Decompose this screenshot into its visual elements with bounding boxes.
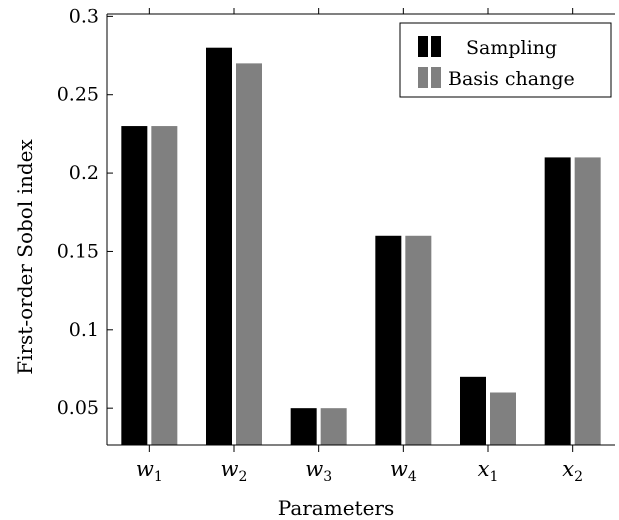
- bar-basis-change-w1: [151, 126, 178, 445]
- legend-label-sampling: Sampling: [466, 37, 557, 59]
- bar-sampling-w2: [206, 47, 232, 446]
- bar-basis-change-w4: [405, 235, 432, 445]
- x-tick-label-w3: w3: [305, 457, 332, 485]
- bar-sampling-w1: [121, 126, 148, 445]
- legend-swatch-sampling-b: [431, 36, 441, 57]
- y-tick-label: 0.2: [69, 162, 99, 184]
- x-tick-label-w2: w2: [221, 457, 248, 485]
- legend-swatch-basis-change: [418, 67, 428, 88]
- x-tick-label-w1: w1: [136, 457, 163, 485]
- bars-layer: [121, 47, 601, 446]
- x-axis-title: Parameters: [278, 496, 394, 520]
- legend-label-basis-change: Basis change: [448, 68, 575, 90]
- y-tick-label: 0.3: [69, 5, 99, 27]
- x-tick-label-w4: w4: [390, 457, 417, 485]
- y-tick-label: 0.25: [57, 84, 99, 106]
- x-tick-label-x2: x2: [562, 457, 583, 485]
- y-tick-label: 0.05: [57, 397, 99, 419]
- y-tick-label: 0.1: [69, 319, 99, 341]
- bar-sampling-x1: [460, 376, 486, 445]
- axes-layer: 0.05 0.1 0.15 0.2 0.25 0.3 w1 w2 w3 w4 x1 x2: [57, 5, 615, 485]
- x-tick-label-x1: x1: [478, 457, 499, 485]
- bar-basis-change-x1: [490, 392, 516, 445]
- legend-swatch-sampling: [418, 36, 428, 57]
- bar-basis-change-w2: [236, 63, 262, 446]
- bar-sampling-w3: [290, 408, 317, 445]
- legend: Sampling Basis change: [399, 22, 612, 98]
- y-axis-title: First-order Sobol index: [13, 138, 37, 374]
- y-tick-label: 0.15: [57, 240, 99, 262]
- bar-sampling-x2: [544, 157, 571, 445]
- bar-basis-change-x2: [574, 157, 601, 445]
- legend-swatch-basis-change-b: [431, 67, 441, 88]
- bar-basis-change-w3: [320, 408, 347, 445]
- bar-sampling-w4: [375, 235, 402, 445]
